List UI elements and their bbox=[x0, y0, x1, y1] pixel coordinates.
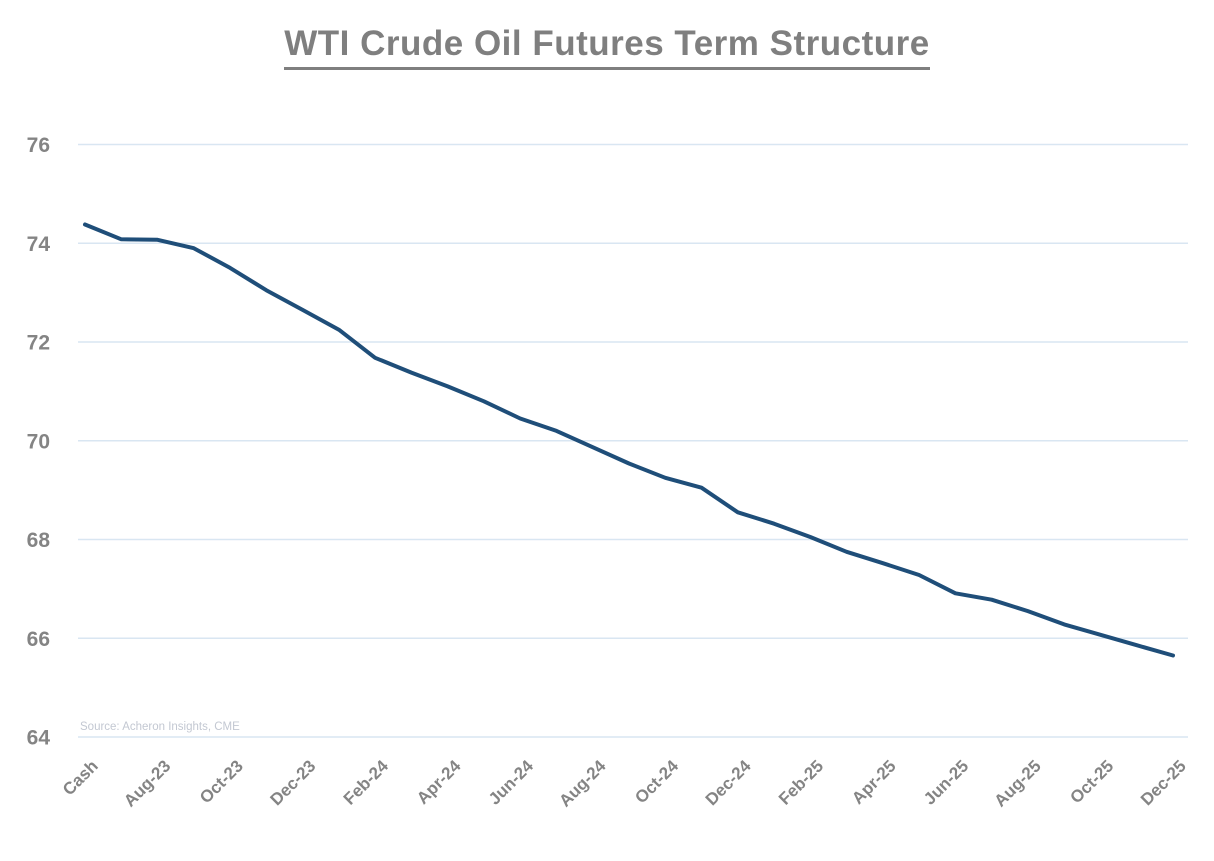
x-tick-label: Feb-24 bbox=[340, 756, 393, 809]
x-tick-label: Jun-24 bbox=[485, 756, 538, 809]
y-tick-label: 74 bbox=[27, 233, 51, 256]
x-tick-label: Aug-24 bbox=[555, 756, 610, 811]
x-tick-label: Aug-23 bbox=[120, 756, 174, 810]
series-group bbox=[83, 222, 1175, 658]
x-tick-label: Oct-24 bbox=[631, 756, 682, 807]
y-tick-label: 66 bbox=[27, 628, 50, 651]
x-tick-label: Aug-25 bbox=[991, 756, 1045, 810]
source-note: Source: Acheron Insights, CME bbox=[80, 721, 240, 733]
x-tick-label: Feb-25 bbox=[775, 756, 827, 808]
x-tick-label: Dec-24 bbox=[702, 756, 755, 809]
x-axis-tick-labels: Cash Aug-23 Oct-23 Dec-23 Feb-24 Apr-24 Jun-24… bbox=[59, 756, 1190, 811]
y-axis-tick-labels: 76 74 72 70 68 66 64 bbox=[27, 134, 51, 750]
x-tick-label: Dec-25 bbox=[1137, 756, 1190, 809]
gridlines-group bbox=[78, 143, 1188, 738]
y-tick-label: 72 bbox=[27, 332, 50, 355]
y-tick-label: 68 bbox=[27, 529, 51, 552]
x-tick-label: Jun-25 bbox=[920, 756, 972, 808]
x-tick-label: Cash bbox=[59, 756, 102, 799]
x-tick-label: Dec-23 bbox=[267, 756, 320, 809]
chart-title-wrap: WTI Crude Oil Futures Term Structure bbox=[0, 24, 1214, 70]
x-tick-label: Oct-25 bbox=[1066, 756, 1117, 807]
y-tick-label: 76 bbox=[27, 134, 50, 157]
y-tick-label: 64 bbox=[27, 727, 51, 750]
x-tick-label: Apr-24 bbox=[413, 756, 465, 808]
chart-title: WTI Crude Oil Futures Term Structure bbox=[284, 24, 930, 70]
futures-curve-line bbox=[83, 222, 1175, 658]
x-tick-label: Oct-23 bbox=[196, 756, 247, 807]
y-tick-label: 70 bbox=[27, 430, 50, 453]
x-tick-label: Apr-25 bbox=[848, 756, 900, 808]
